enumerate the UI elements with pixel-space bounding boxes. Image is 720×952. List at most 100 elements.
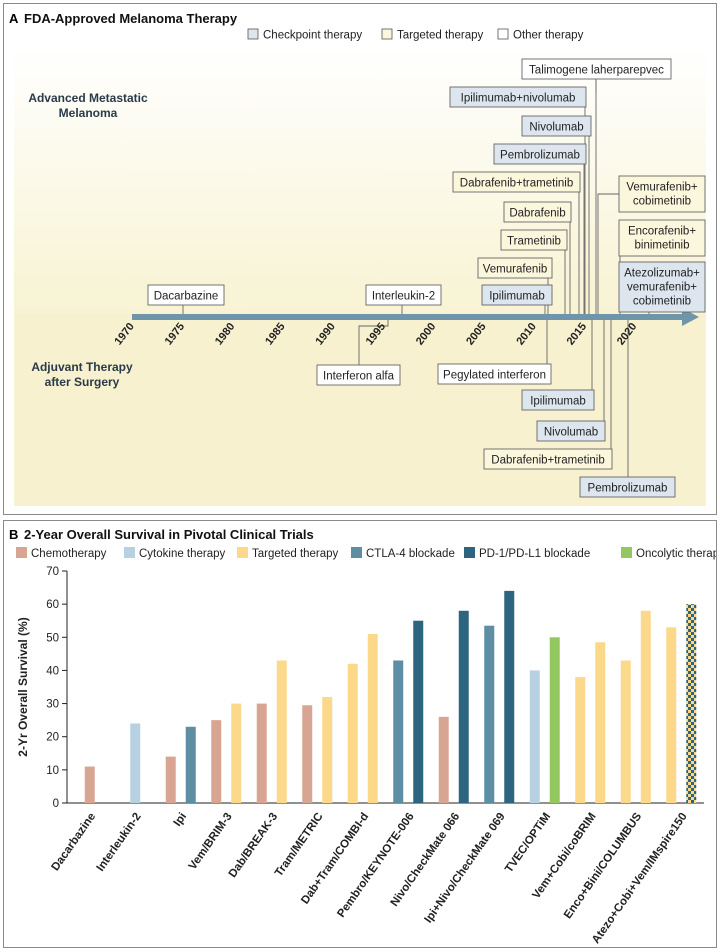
bar-dab-tram-combi-d-1 <box>367 633 378 803</box>
approval-label-interleukin-2: Interleukin-2 <box>372 291 435 303</box>
connector-interferon-alfa-adjuvant <box>358 319 389 365</box>
x-tick-label-enco-bini-columbus: Enco+Bini/COLUMBUS <box>562 811 644 922</box>
panel-b-title: 2-Year Overall Survival in Pivotal Clini… <box>24 527 314 542</box>
bar-dab-break-3-1 <box>276 660 287 803</box>
y-tick-label-40: 40 <box>46 665 59 677</box>
bar-ipi-nivo-checkmate-069-0 <box>484 625 495 803</box>
panel-b-letter: B <box>9 527 18 542</box>
approval-box-nivolumab-adjuvant <box>536 420 606 442</box>
approval-box-interferon-alfa-adjuvant <box>316 364 401 386</box>
approval-label-vemurafenib: Vemurafenib <box>483 264 548 276</box>
approval-box-dabrafenib-trametinib <box>452 171 581 193</box>
chart-legend: Chemotherapy Cytokine therapy Targeted the… <box>16 547 720 560</box>
approval-box-talimogene-laherparepvec <box>521 58 672 80</box>
legend-label-ctla-4-blockade: CTLA-4 blockade <box>366 548 455 560</box>
x-tick-label-ipi-nivo-checkmate-069: Ipi+Nivo/CheckMate 069 <box>423 811 508 925</box>
legend-label-checkpoint-therapy: Checkpoint therapy <box>263 30 362 42</box>
x-tick-label-tvec-optim: TVEC/OPTiM <box>503 811 553 875</box>
approval-box-atezolizumab-vemurafenib-cobimetinib <box>618 261 706 313</box>
bar-tvec-optim-0 <box>529 670 540 803</box>
bar-nivo-checkmate-066-0 <box>438 716 449 803</box>
approval-label-talimogene-laherparepvec: Talimogene laherparepvec <box>529 65 664 77</box>
bar-vem-cobi-cobrim-0 <box>575 677 586 803</box>
approval-label-dabrafenib: Dabrafenib <box>509 208 565 220</box>
approval-label-nivolumab: Nivolumab <box>529 122 583 134</box>
approval-label-encorafenib-binimetinib: Encorafenib+ binimetinib <box>628 226 696 252</box>
approval-box-pembrolizumab <box>493 143 587 165</box>
y-tick-label-30: 30 <box>46 699 59 711</box>
x-tick-label-dab-break-3: Dab/BREAK-3 <box>227 811 280 880</box>
panel-a: A FDA-Approved Melanoma Therapy Checkpoi… <box>3 3 717 515</box>
legend-swatch-chemotherapy <box>16 547 27 558</box>
bar-interleukin-2-0 <box>130 723 141 803</box>
approval-box-dabrafenib <box>503 201 572 223</box>
approval-label-nivolumab-adjuvant: Nivolumab <box>544 427 598 439</box>
bar-dacarbazine-0 <box>84 766 95 803</box>
y-tick-label-70: 70 <box>46 566 59 578</box>
bar-tram-metric-1 <box>322 696 333 803</box>
x-tick-label-tram-metric: Tram/METRIC <box>273 811 326 879</box>
panel-b: B 2-Year Overall Survival in Pivotal Cli… <box>3 520 720 948</box>
approval-box-nivolumab <box>521 115 592 137</box>
bar-tvec-optim-1 <box>549 637 560 803</box>
section-labels: Advanced Metastatic Melanoma Adjuvant Ther… <box>28 91 148 389</box>
approval-label-dabrafenib-trametinib-adjuvant: Dabrafenib+trametinib <box>491 455 604 467</box>
approval-box-dacarbazine <box>147 284 225 306</box>
bar-dab-tram-combi-d-0 <box>347 663 358 803</box>
timeline-figure: A FDA-Approved Melanoma Therapy Checkpoi… <box>9 11 706 506</box>
approval-box-ipilimumab-adjuvant <box>521 389 595 411</box>
x-tick-label-atezo-cobi-vem-imspire150: Atezo+Cobi+Vem/IMspire150 <box>590 811 690 946</box>
legend-label-targeted-therapy: Targeted therapy <box>252 548 339 560</box>
approval-box-encorafenib-binimetinib <box>618 219 706 257</box>
x-tick-label-dacarbazine: Dacarbazine <box>50 811 99 873</box>
advanced-zone <box>14 44 706 314</box>
legend-label-pd-1-pd-l1-blockade: PD-1/PD-L1 blockade <box>479 548 590 560</box>
approval-label-ipilimumab-nivolumab: Ipilimumab+nivolumab <box>461 93 576 105</box>
y-axis-title: 2-Yr Overall Survival (%) <box>16 617 30 756</box>
legend-swatch-oncolytic-therapy <box>621 547 632 558</box>
panel-a-title: FDA-Approved Melanoma Therapy <box>24 11 238 26</box>
legend-label-other-therapy: Other therapy <box>513 30 584 42</box>
legend-swatch-other-therapy <box>497 28 509 40</box>
approval-label-ipilimumab-adjuvant: Ipilimumab <box>530 396 586 408</box>
panel-a-letter: A <box>9 11 19 26</box>
x-tick-label-pembro-keynote-006: Pembro/KEYNOTE-006 <box>335 811 416 920</box>
approval-label-pembrolizumab-adjuvant: Pembrolizumab <box>588 483 668 495</box>
y-tick-label-0: 0 <box>53 798 59 810</box>
approval-label-atezolizumab-vemurafenib-cobimetinib: Atezolizumab+ vemurafenib+ cobimetinib <box>624 268 700 308</box>
bar-vem-brim-3-0 <box>211 720 222 803</box>
legend-swatch-cytokine-therapy <box>124 547 135 558</box>
y-tick-label-50: 50 <box>46 632 59 644</box>
approval-label-dacarbazine: Dacarbazine <box>154 291 219 303</box>
survival-bar-chart: B 2-Year Overall Survival in Pivotal Cli… <box>9 527 720 946</box>
y-tick-label-60: 60 <box>46 599 59 611</box>
approval-label-vemurafenib-cobimetinib: Vemurafenib+ cobimetinib <box>626 182 698 208</box>
approval-box-ipilimumab <box>481 284 553 306</box>
bar-pembro-keynote-006-1 <box>413 620 424 803</box>
approval-box-dabrafenib-trametinib-adjuvant <box>483 448 613 470</box>
x-tick-label-ipi: Ipi <box>172 811 190 829</box>
legend-label-oncolytic-therapy: Oncolytic therapy <box>636 548 716 560</box>
bar-enco-bini-columbus-1 <box>640 610 651 803</box>
legend-label-chemotherapy: Chemotherapy <box>31 548 107 560</box>
approval-label-pegylated-interferon-adjuvant: Pegylated interferon <box>443 370 546 382</box>
connector-vemurafenib-cobimetinib <box>597 193 619 317</box>
legend-swatch-ctla-4-blockade <box>351 547 362 558</box>
bar-nivo-checkmate-066-1 <box>458 610 469 803</box>
bar-vem-brim-3-1 <box>231 703 242 803</box>
bar-ipi-nivo-checkmate-069-1 <box>504 590 515 803</box>
adjuvant-section-label: Adjuvant Therapy after Surgery <box>31 360 133 389</box>
approval-label-ipilimumab: Ipilimumab <box>489 291 545 303</box>
approval-box-trametinib <box>500 229 568 251</box>
approval-label-dabrafenib-trametinib: Dabrafenib+trametinib <box>460 178 573 190</box>
legend-label-cytokine-therapy: Cytokine therapy <box>139 548 226 560</box>
y-tick-label-10: 10 <box>46 765 59 777</box>
y-tick-label-20: 20 <box>46 732 59 744</box>
x-tick-label-interleukin-2: Interleukin-2 <box>95 811 144 874</box>
approval-boxes: Dacarbazine Interleukin-2 Ipilimumab Vemura… <box>147 58 706 498</box>
approval-label-pembrolizumab: Pembrolizumab <box>500 150 580 162</box>
legend-swatch-checkpoint-therapy <box>247 28 259 40</box>
bar-atezo-cobi-vem-imspire150-0 <box>666 627 677 803</box>
advanced-section-label: Advanced Metastatic Melanoma <box>28 91 148 120</box>
bar-enco-bini-columbus-0 <box>620 660 631 803</box>
